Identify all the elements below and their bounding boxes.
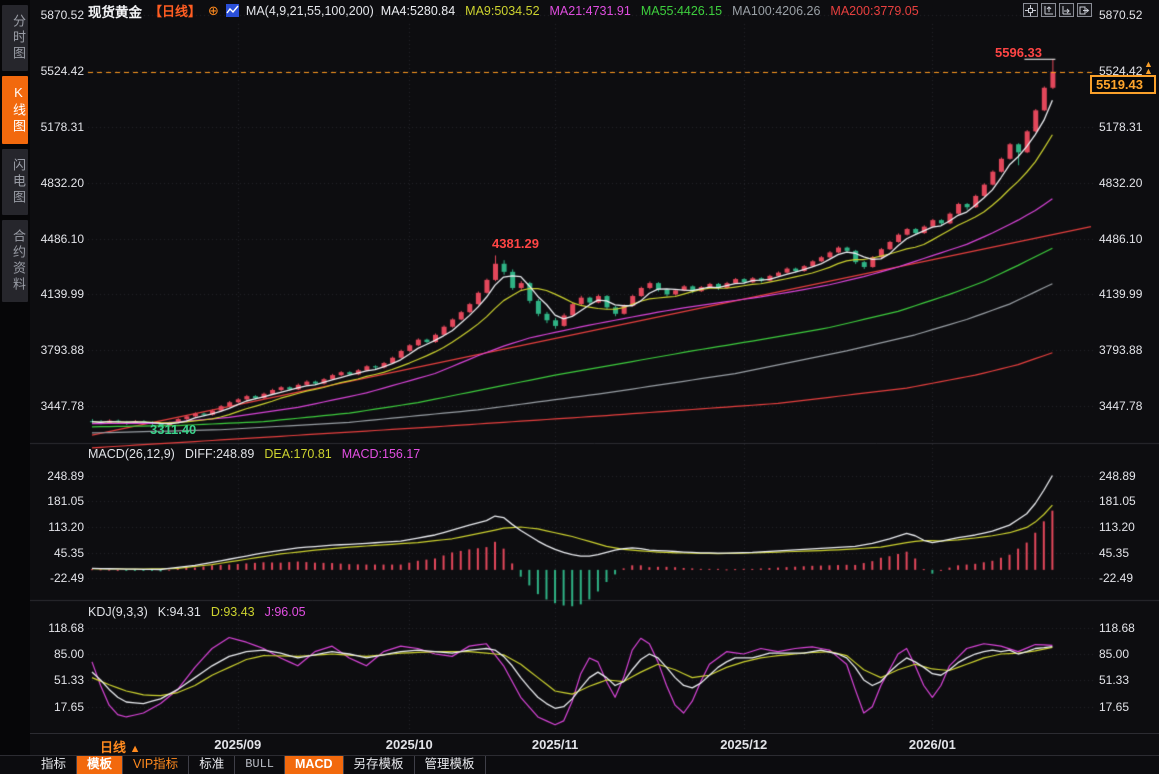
macd-title[interactable]: MACD(26,12,9) — [88, 447, 175, 461]
ma-legend-item: MA55:4426.15 — [640, 3, 723, 18]
axis-label-left: 113.20 — [48, 519, 84, 534]
axis-label-left: 4139.99 — [40, 287, 84, 302]
macd-panel-header: MACD(26,12,9) DIFF:248.89 DEA:170.81 MAC… — [88, 447, 420, 461]
sidebar-tab-0[interactable]: 分时图 — [2, 5, 28, 71]
ma-settings-label[interactable]: MA(4,9,21,55,100,200) — [245, 3, 374, 18]
period-tag: 【日线】 — [149, 4, 202, 19]
sidebar-tab-1[interactable]: K线图 — [2, 76, 28, 144]
price-chart-canvas[interactable] — [30, 0, 1159, 733]
chart-area: 现货黄金 【日线】 ⊕ MA(4,9,21,55,100,200) MA4:52… — [30, 0, 1159, 733]
month-label: 2025/12 — [720, 737, 768, 752]
crosshair-icon[interactable] — [1023, 3, 1038, 17]
axis-label-right: 4139.99 — [1099, 287, 1143, 302]
month-label: 2025/11 — [531, 737, 579, 752]
macd-diff-value: DIFF:248.89 — [184, 447, 255, 461]
high-price-annotation: 5596.33 — [995, 45, 1042, 60]
sidebar-tab-2[interactable]: 闪电图 — [2, 149, 28, 215]
pan-right-icon[interactable] — [1077, 3, 1092, 17]
axis-label-left: 4832.20 — [40, 175, 84, 190]
axis-label-right: 181.05 — [1099, 494, 1136, 509]
macd-macd-value: MACD:156.17 — [341, 447, 421, 461]
axis-label-right: 5178.31 — [1099, 119, 1143, 134]
axis-label-right: 85.00 — [1099, 647, 1130, 661]
axis-label-right: 113.20 — [1099, 519, 1135, 534]
kdj-j-value: J:96.05 — [264, 605, 306, 619]
bottom-tab-3[interactable]: 标准 — [189, 756, 236, 774]
scale-time-axis-icon[interactable] — [1059, 3, 1074, 17]
axis-label-left: 17.65 — [53, 700, 84, 714]
axis-label-right: 45.35 — [1099, 545, 1130, 560]
sidebar-tab-3[interactable]: 合约资料 — [2, 220, 28, 302]
period-dropdown-arrow: ▲ — [129, 743, 141, 755]
kdj-k-value: K:94.31 — [157, 605, 201, 619]
chart-toolbar — [1023, 3, 1092, 17]
axis-label-left: 5178.31 — [40, 119, 84, 134]
kdj-panel-header: KDJ(9,3,3) K:94.31 D:93.43 J:96.05 — [88, 605, 306, 619]
axis-label-right: 3447.78 — [1099, 399, 1143, 414]
month-label: 2025/10 — [385, 737, 433, 752]
kdj-d-value: D:93.43 — [210, 605, 255, 619]
ma-legend-item: MA21:4731.91 — [549, 3, 631, 18]
bottom-tabbar: 指标 模板 VIP指标 标准 BULL MACD 另存模板 管理模板 — [0, 755, 1159, 774]
month-label: 2026/01 — [908, 737, 956, 752]
axis-label-right: 17.65 — [1099, 700, 1130, 714]
ma-legend-item: MA4:5280.84 — [380, 3, 456, 18]
axis-label-left: 3793.88 — [40, 343, 84, 358]
axis-label-right: 248.89 — [1099, 468, 1136, 483]
axis-label-left: 4486.10 — [40, 231, 84, 246]
axis-label-right: -22.49 — [1099, 571, 1134, 586]
axis-label-right: 5524.42 — [1099, 63, 1143, 78]
bottom-tab-1[interactable]: 模板 — [77, 756, 124, 774]
current-price-box: 5519.43 — [1090, 75, 1156, 94]
axis-label-left: -22.49 — [49, 571, 84, 586]
axis-label-right: 4486.10 — [1099, 231, 1143, 246]
axis-label-left: 3447.78 — [40, 399, 84, 414]
period-label: 日线 — [100, 740, 127, 755]
ma-legend: MA4:5280.84 MA9:5034.52 MA21:4731.91 MA55:4… — [381, 4, 919, 18]
month-label: 2025/09 — [214, 737, 262, 752]
kdj-title[interactable]: KDJ(9,3,3) — [88, 605, 148, 619]
axis-label-right: 3793.88 — [1099, 343, 1143, 358]
bottom-tab-5[interactable]: MACD — [285, 756, 344, 774]
bottom-tab-4[interactable]: BULL — [235, 756, 286, 774]
axis-label-left: 118.68 — [48, 620, 84, 635]
indicator-chart-icon — [225, 4, 239, 17]
chart-header: 现货黄金 【日线】 ⊕ MA(4,9,21,55,100,200) MA4:52… — [88, 2, 919, 20]
axis-label-left: 181.05 — [47, 494, 84, 509]
period-selector[interactable]: 日线 ▲ — [100, 737, 141, 756]
date-axis-row: 日线 ▲ 2025/09 2025/10 2025/11 2025/12 2026/01 — [30, 733, 1159, 755]
scale-price-axis-icon[interactable] — [1041, 3, 1056, 17]
axis-label-left: 85.00 — [53, 647, 84, 661]
axis-label-left: 5870.52 — [40, 8, 84, 22]
add-compare-icon[interactable]: ⊕ — [208, 2, 219, 18]
jump-to-latest-marker[interactable]: ▲ ▲ — [1144, 59, 1153, 76]
peak-price-annotation: 4381.29 — [492, 236, 539, 251]
axis-label-left: 45.35 — [53, 545, 84, 560]
ma-legend-item: MA100:4206.26 — [732, 3, 821, 18]
bottom-tab-2[interactable]: VIP指标 — [123, 756, 190, 774]
bottom-tab-0[interactable]: 指标 — [31, 756, 78, 774]
axis-label-left: 5524.42 — [40, 63, 84, 78]
axis-label-right: 118.68 — [1099, 620, 1135, 635]
axis-label-left: 248.89 — [47, 468, 84, 483]
axis-label-right: 4832.20 — [1099, 175, 1143, 190]
bottom-tab-6[interactable]: 另存模板 — [344, 756, 415, 774]
low-price-annotation: 3311.40 — [150, 422, 197, 437]
axis-label-right: 51.33 — [1099, 673, 1130, 688]
symbol-name: 现货黄金 — [88, 4, 142, 20]
axis-label-left: 51.33 — [53, 673, 84, 688]
macd-dea-value: DEA:170.81 — [264, 447, 332, 461]
ma-legend-item: MA200:3779.05 — [830, 3, 919, 18]
axis-label-right: 5870.52 — [1099, 8, 1143, 22]
bottom-tab-7[interactable]: 管理模板 — [415, 756, 486, 774]
ma-legend-item: MA9:5034.52 — [465, 3, 540, 18]
chart-type-sidebar: 分时图 K线图闪电图合约资料 — [0, 0, 30, 774]
